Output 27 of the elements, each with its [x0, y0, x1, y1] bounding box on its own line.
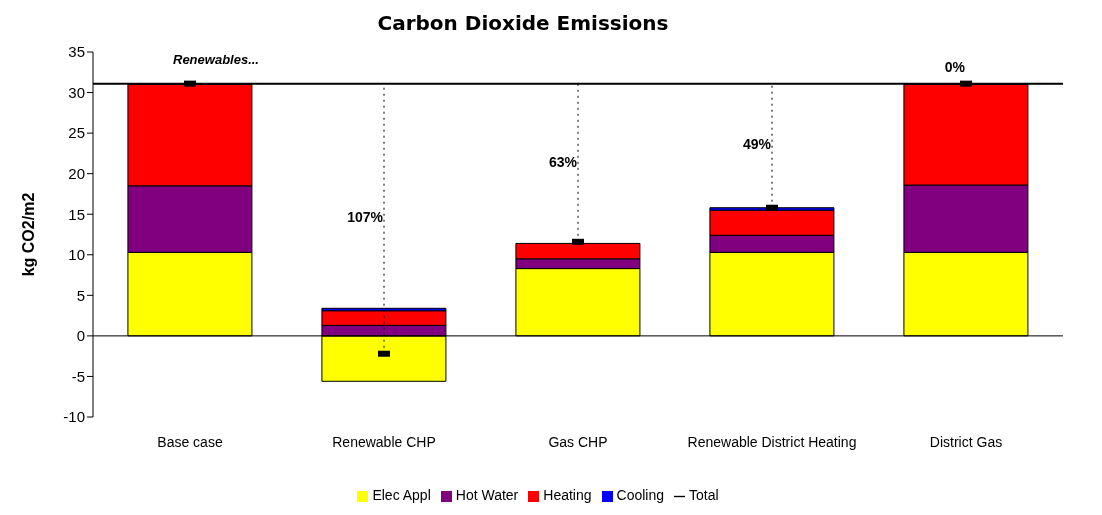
x-tick-label: Renewable District Heating [687, 433, 857, 450]
chart-title: Carbon Dioxide Emissions [376, 10, 670, 37]
x-tick-label: Base case [157, 433, 223, 450]
legend-label: Cooling [616, 487, 665, 503]
y-tick-label: 35 [68, 43, 85, 61]
annotation: 49% [742, 136, 772, 153]
y-tick-label: 30 [68, 83, 85, 101]
y-tick-label: 15 [68, 205, 85, 223]
annotation: 63% [548, 153, 578, 170]
y-tick-label: 5 [76, 286, 85, 304]
x-tick-label: Renewable CHP [332, 433, 436, 450]
annotation: 107% [347, 209, 384, 226]
x-tick-label: Gas CHP [548, 433, 608, 450]
x-tick-label: District Gas [929, 433, 1003, 450]
y-tick-label: -10 [63, 408, 85, 426]
y-tick-label: -5 [71, 367, 85, 385]
legend-label: Elec Appl [372, 487, 431, 503]
y-axis-title: kg CO2/m2 [19, 192, 37, 277]
legend-label: Hot Water [455, 487, 519, 503]
legend-label: Heating [543, 487, 592, 503]
y-tick-label: 20 [68, 164, 85, 182]
y-tick-label: 0 [76, 327, 85, 345]
annotation: 0% [944, 58, 966, 75]
ref-line-label: Renewables... [173, 51, 259, 67]
legend-label: Total [689, 487, 719, 503]
y-tick-label: 10 [68, 246, 85, 264]
y-tick-label: 25 [68, 124, 85, 142]
